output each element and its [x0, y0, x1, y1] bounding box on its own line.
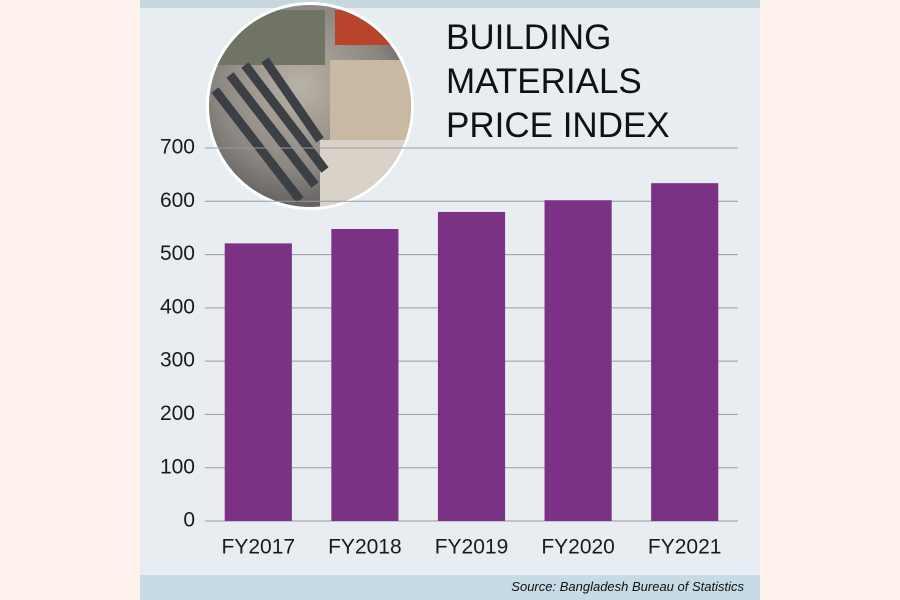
- bar: [331, 228, 399, 521]
- y-tick-label: 500: [160, 242, 195, 265]
- x-tick-label: FY2019: [435, 536, 509, 559]
- x-tick-label: FY2018: [328, 536, 402, 559]
- bar: [437, 211, 506, 521]
- y-tick-label: 100: [160, 455, 195, 478]
- photo-illustration: [206, 2, 414, 210]
- source-note: Source: Bangladesh Bureau of Statistics: [511, 579, 744, 594]
- top-strip: [140, 0, 760, 8]
- x-tick-label: FY2020: [541, 536, 615, 559]
- x-tick-label: FY2017: [222, 536, 296, 559]
- y-tick-label: 600: [160, 189, 195, 212]
- footer-strip: [140, 575, 760, 600]
- bar: [651, 183, 719, 521]
- chart-title: BUILDING MATERIALS PRICE INDEX: [446, 18, 670, 145]
- y-tick-label: 700: [160, 136, 195, 159]
- y-tick-label: 0: [183, 509, 195, 532]
- y-tick-label: 200: [160, 402, 195, 425]
- bar: [544, 200, 612, 521]
- x-tick-label: FY2021: [648, 536, 722, 559]
- y-tick-label: 400: [160, 295, 195, 318]
- bar: [224, 243, 292, 522]
- y-tick-label: 300: [160, 349, 195, 372]
